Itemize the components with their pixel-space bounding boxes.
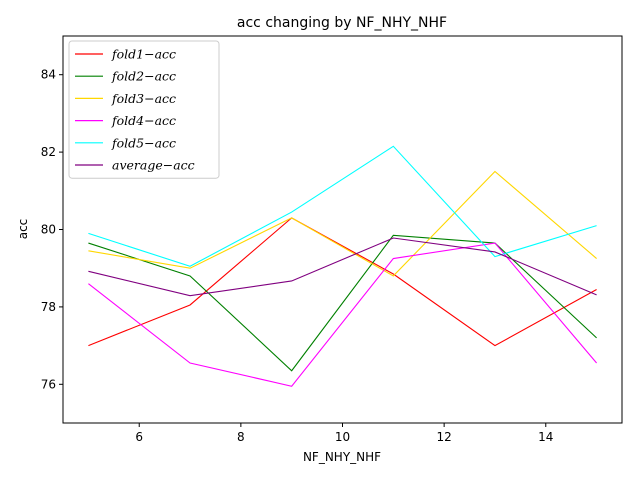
- x-axis-label: NF_NHY_NHF: [303, 450, 381, 464]
- chart-title: acc changing by NF_NHY_NHF: [237, 15, 447, 31]
- series-lines: [88, 145, 598, 387]
- y-tick-label: 82: [41, 145, 56, 159]
- y-tick-label: 84: [41, 68, 56, 82]
- x-tick-label: 14: [538, 430, 553, 444]
- legend-label: fold4−acc: [111, 113, 176, 128]
- series-line-4: [88, 242, 598, 387]
- legend-label: fold3−acc: [111, 91, 176, 106]
- legend: fold1−acc fold2−acc fold3−acc fold4−acc fold…: [68, 40, 220, 179]
- series-line-6: [88, 237, 597, 297]
- x-tick-label: 12: [436, 430, 451, 444]
- series-line-3: [88, 170, 597, 277]
- x-tick-label: 10: [335, 430, 350, 444]
- series-line-5: [88, 145, 597, 267]
- x-axis: 6 8 10 12 14: [135, 423, 553, 444]
- y-axis: 76 78 80 82 84: [41, 68, 63, 391]
- y-tick-label: 76: [41, 377, 56, 391]
- x-tick-label: 8: [237, 430, 245, 444]
- legend-label: average−acc: [112, 158, 195, 173]
- y-axis-label: acc: [16, 219, 30, 240]
- y-tick-label: 80: [41, 223, 56, 237]
- legend-box: [68, 40, 220, 179]
- x-tick-label: 6: [135, 430, 143, 444]
- series-line-1: [88, 217, 597, 347]
- legend-label: fold1−acc: [111, 47, 176, 62]
- legend-label: fold5−acc: [111, 135, 176, 150]
- legend-label: fold2−acc: [111, 69, 176, 84]
- y-tick-label: 78: [41, 300, 56, 314]
- plot-frame: [62, 35, 623, 424]
